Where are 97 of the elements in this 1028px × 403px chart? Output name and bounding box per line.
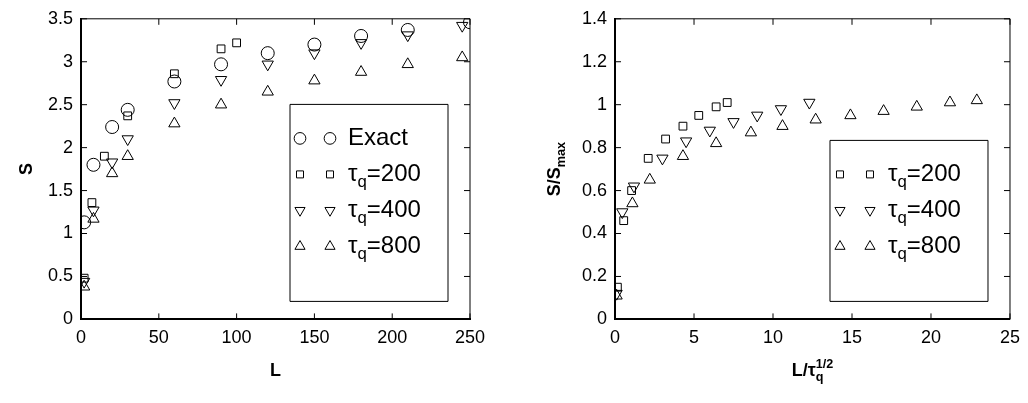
point bbox=[774, 105, 788, 116]
y-tick-label: 2.5 bbox=[47, 93, 74, 114]
point bbox=[627, 182, 641, 194]
point bbox=[711, 102, 721, 112]
point bbox=[803, 98, 816, 110]
point bbox=[616, 208, 629, 220]
point bbox=[456, 50, 469, 62]
point bbox=[679, 137, 693, 149]
point bbox=[214, 57, 229, 72]
point bbox=[214, 76, 228, 87]
point bbox=[619, 216, 629, 226]
point bbox=[354, 39, 368, 50]
point bbox=[970, 93, 983, 105]
point bbox=[81, 273, 89, 283]
point bbox=[809, 112, 822, 124]
point bbox=[87, 198, 97, 207]
x-tick-label: 0 bbox=[76, 327, 87, 348]
point bbox=[401, 31, 414, 43]
point bbox=[121, 135, 134, 147]
point bbox=[168, 116, 181, 128]
point bbox=[400, 22, 415, 37]
point bbox=[106, 158, 119, 170]
point bbox=[168, 99, 181, 110]
point bbox=[99, 151, 109, 161]
y-tick-label: 0.2 bbox=[581, 265, 608, 286]
point bbox=[703, 126, 716, 138]
point bbox=[261, 84, 274, 96]
point bbox=[307, 37, 322, 52]
x-tick-label: 5 bbox=[689, 327, 700, 348]
x-tick-label: 10 bbox=[762, 327, 784, 348]
point bbox=[727, 118, 740, 129]
x-tick-label: 150 bbox=[299, 327, 330, 348]
point bbox=[844, 108, 857, 120]
x-tick-label: 250 bbox=[454, 327, 486, 348]
point bbox=[308, 73, 321, 85]
point bbox=[751, 111, 764, 123]
point bbox=[354, 65, 368, 76]
point bbox=[260, 46, 275, 61]
point bbox=[121, 149, 134, 160]
point bbox=[643, 153, 653, 163]
point bbox=[626, 196, 639, 208]
y-axis-title: S bbox=[15, 163, 36, 176]
x-tick-label: 100 bbox=[221, 327, 252, 348]
y-tick-label: 2 bbox=[63, 136, 74, 157]
point bbox=[656, 154, 669, 166]
point bbox=[776, 119, 789, 130]
legend-label: Exact bbox=[348, 123, 409, 151]
y-tick-label: 3 bbox=[63, 50, 74, 71]
point bbox=[86, 157, 101, 172]
x-tick-label: 25 bbox=[999, 327, 1020, 348]
point bbox=[354, 28, 369, 43]
point bbox=[910, 99, 923, 111]
y-tick-label: 0.8 bbox=[581, 136, 608, 157]
point bbox=[123, 111, 133, 121]
y-tick-label: 0 bbox=[597, 308, 608, 329]
point bbox=[401, 57, 414, 69]
y-tick-label: 1.5 bbox=[47, 179, 74, 200]
point bbox=[661, 134, 670, 144]
x-axis-title: L bbox=[270, 360, 282, 381]
x-tick-label: 0 bbox=[610, 327, 621, 348]
y-axis-title: S/Smax bbox=[543, 141, 568, 197]
y-tick-label: 0 bbox=[63, 308, 74, 329]
point bbox=[232, 38, 241, 48]
point bbox=[694, 111, 704, 120]
point bbox=[678, 121, 688, 131]
y-tick-label: 1 bbox=[63, 222, 74, 243]
point bbox=[169, 69, 179, 79]
point bbox=[261, 60, 274, 72]
point bbox=[214, 97, 228, 109]
point bbox=[106, 166, 119, 178]
point bbox=[627, 186, 636, 195]
point bbox=[167, 74, 182, 89]
point bbox=[643, 172, 656, 184]
point bbox=[105, 120, 120, 135]
y-tick-label: 3.5 bbox=[47, 7, 74, 28]
point bbox=[744, 125, 758, 137]
point bbox=[216, 44, 226, 54]
x-tick-label: 200 bbox=[377, 327, 408, 348]
y-tick-label: 0.4 bbox=[581, 222, 608, 243]
y-tick-label: 1 bbox=[597, 93, 608, 114]
x-tick-label: 20 bbox=[920, 327, 942, 348]
point bbox=[120, 102, 135, 117]
y-tick-label: 0.6 bbox=[581, 179, 608, 200]
point bbox=[676, 149, 690, 160]
point bbox=[943, 95, 957, 107]
point bbox=[87, 211, 100, 223]
point bbox=[877, 104, 890, 115]
point bbox=[308, 49, 321, 61]
x-tick-label: 50 bbox=[148, 327, 169, 348]
point bbox=[722, 98, 732, 107]
point bbox=[87, 206, 100, 218]
x-tick-label: 15 bbox=[841, 327, 863, 348]
y-tick-label: 1.4 bbox=[581, 7, 608, 28]
y-tick-label: 0.5 bbox=[47, 265, 74, 286]
y-tick-label: 1.2 bbox=[581, 50, 608, 71]
point bbox=[456, 21, 469, 33]
point bbox=[710, 136, 723, 148]
